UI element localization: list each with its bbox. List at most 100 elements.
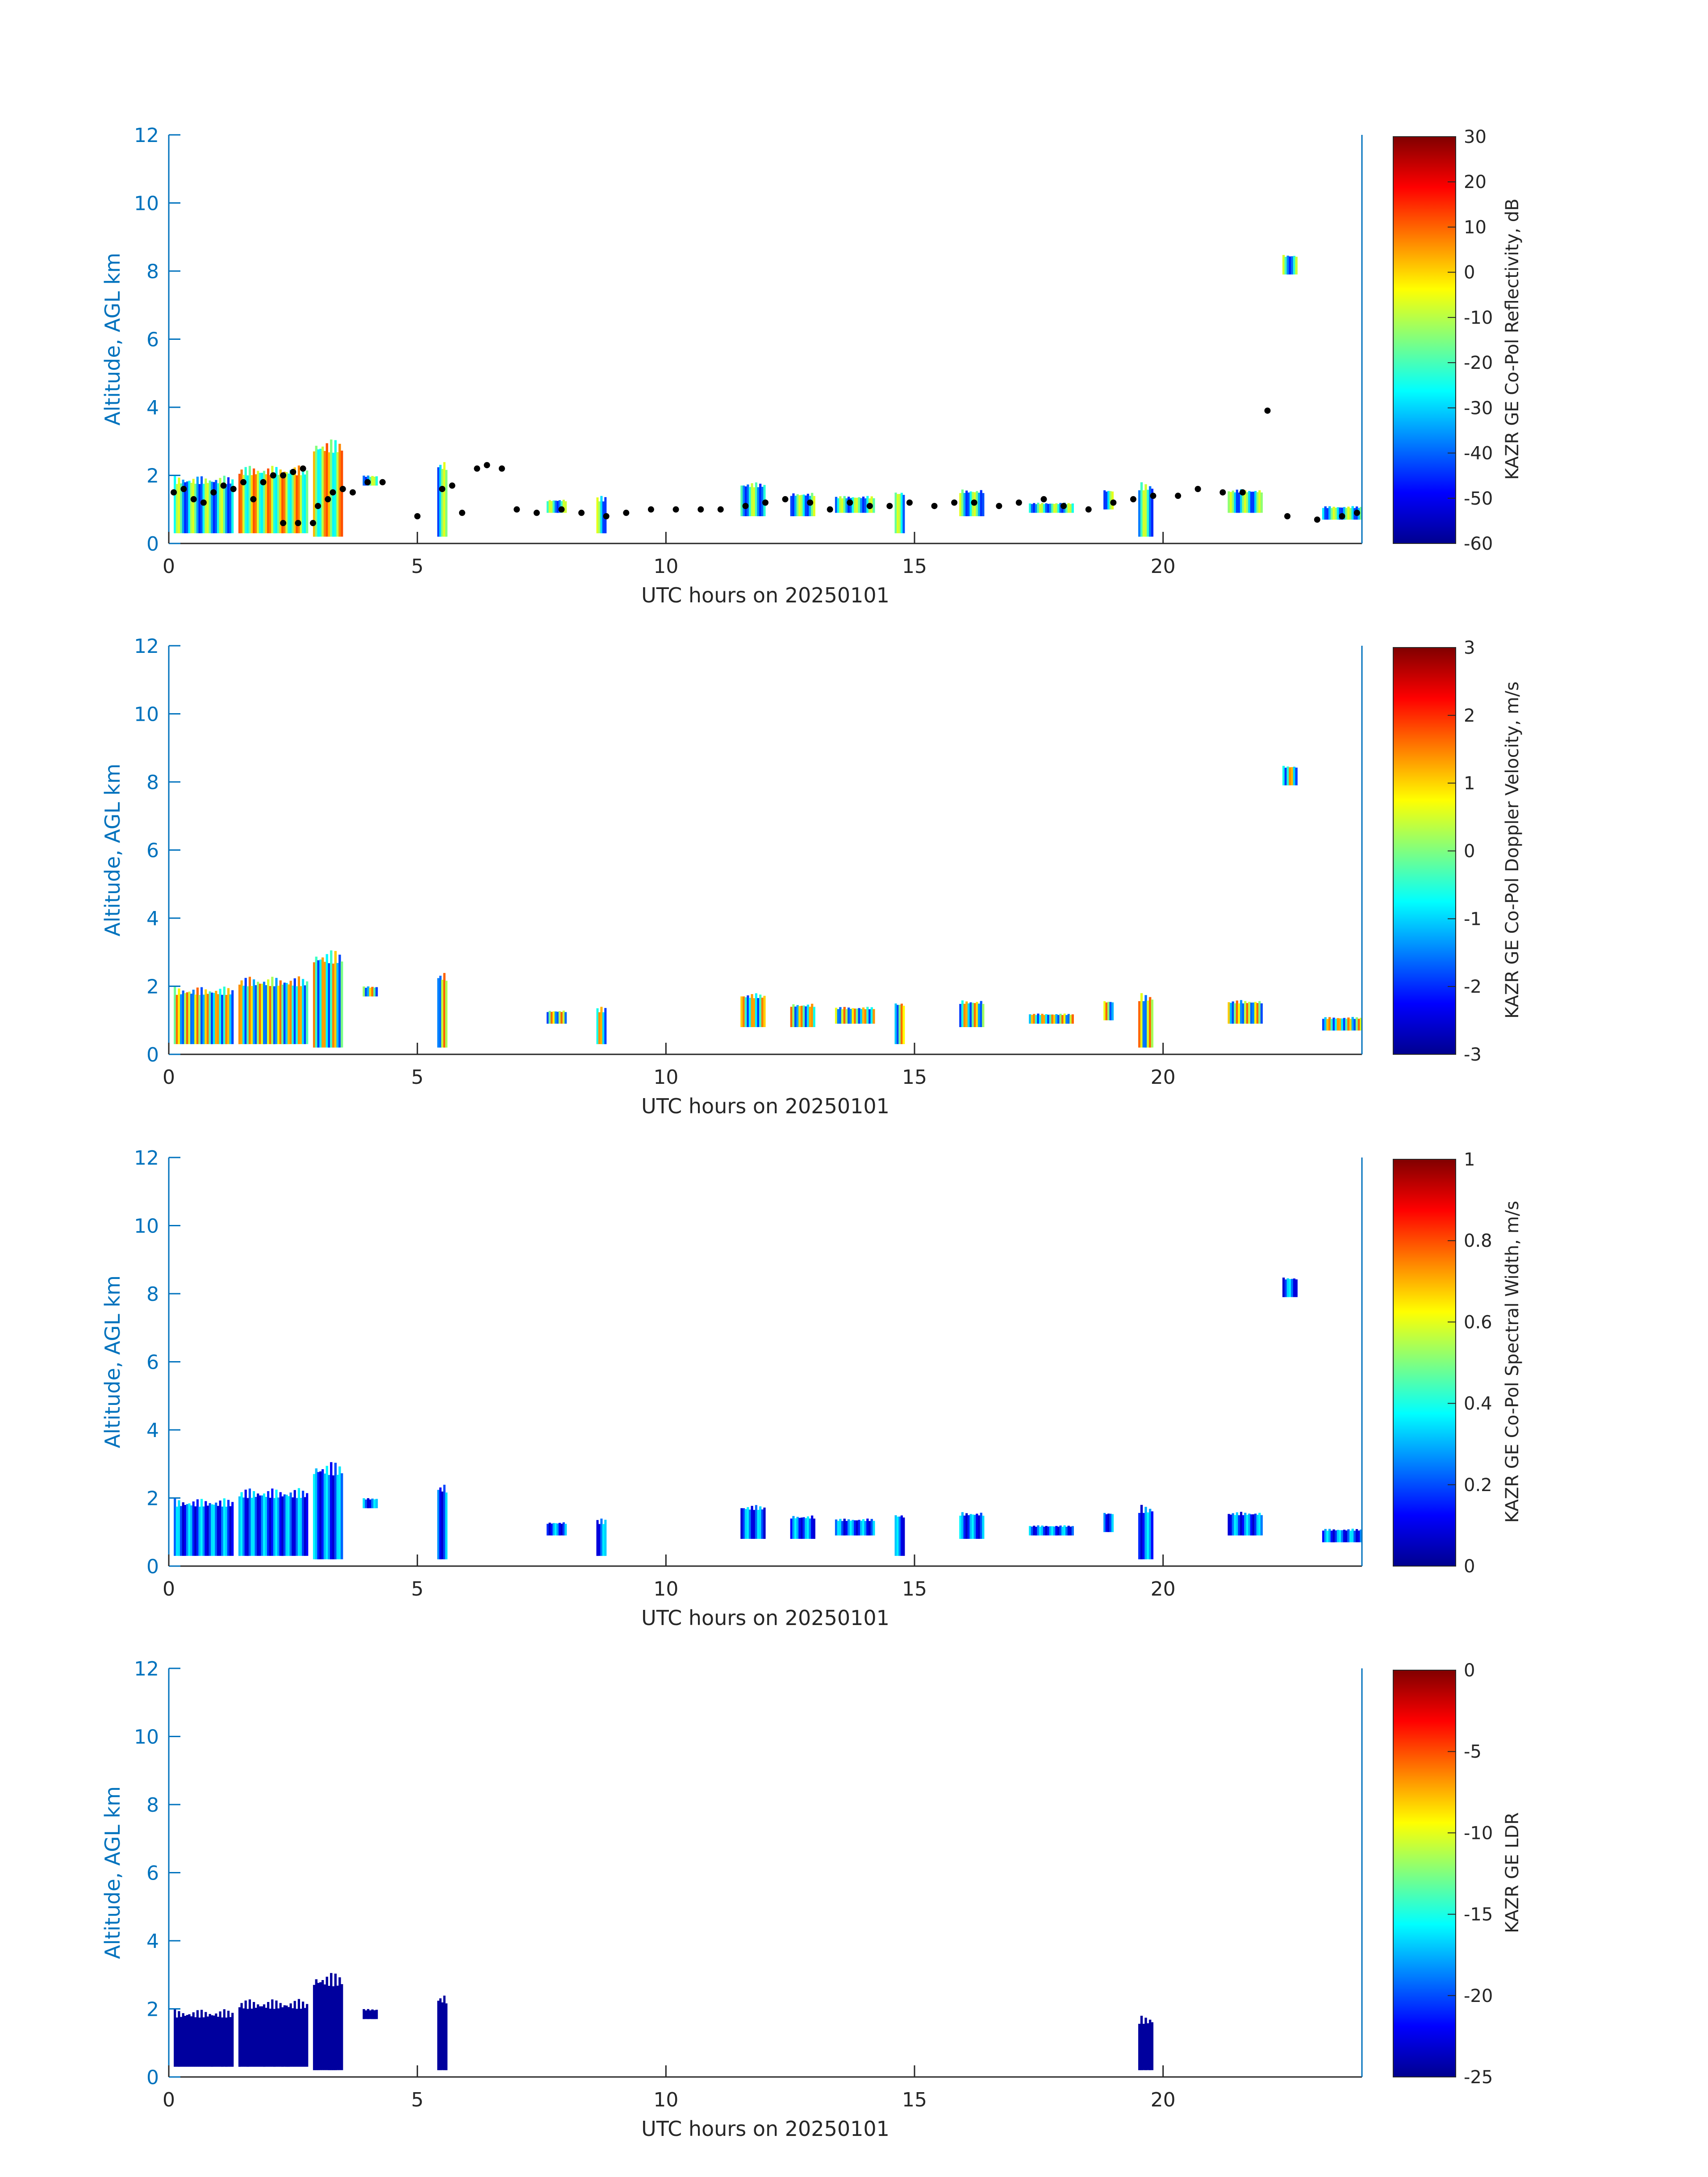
colorbar-tick-label: -3 <box>1464 1045 1482 1065</box>
echo-cell <box>1330 508 1333 520</box>
echo-cell <box>180 483 183 534</box>
echo-cell <box>564 1524 567 1536</box>
echo-cell <box>1045 1526 1048 1536</box>
echo-cell <box>302 468 305 534</box>
echo-cell <box>969 1514 972 1539</box>
cloud-base-point <box>290 468 296 475</box>
cloud-base-point <box>171 489 177 496</box>
echo-cell <box>560 1524 563 1536</box>
echo-cell <box>238 984 241 1045</box>
echo-cell <box>982 1516 985 1539</box>
echo-cell <box>174 1498 176 1556</box>
y-tick-label: 12 <box>134 635 159 658</box>
echo-cell <box>211 992 213 1045</box>
cloud-base-point <box>315 503 321 510</box>
echo-cell <box>900 1515 903 1556</box>
cloud-feature <box>437 973 448 1048</box>
echo-cell <box>336 963 339 1048</box>
echo-cell <box>304 474 306 534</box>
echo-cell <box>219 2011 221 2067</box>
echo-cell <box>1258 490 1261 513</box>
echo-cell <box>1250 1003 1253 1024</box>
echo-cell <box>1328 1017 1331 1031</box>
echo-cell <box>1029 1526 1031 1536</box>
cloud-base-point <box>951 499 958 506</box>
cloud-base-points <box>171 407 1360 526</box>
echo-cell <box>178 988 180 1045</box>
colorbar-tick-label: -1 <box>1464 909 1482 929</box>
cloud-base-point <box>866 503 873 510</box>
echo-cell <box>1240 1000 1243 1024</box>
echo-cell <box>1109 491 1112 510</box>
echo-cell <box>862 497 865 513</box>
echo-cell <box>330 1462 333 1559</box>
echo-cell <box>244 467 247 534</box>
echo-cell <box>188 1503 191 1556</box>
echo-cell <box>293 978 296 1045</box>
echo-cell <box>190 483 193 534</box>
echo-cell <box>1284 1279 1287 1297</box>
echo-cell <box>552 500 555 513</box>
cloud-base-point <box>309 520 316 526</box>
echo-cell <box>213 993 215 1045</box>
x-axis-label: UTC hours on 20250101 <box>641 2117 889 2141</box>
echo-cell <box>1250 492 1253 513</box>
echo-cell <box>215 990 217 1045</box>
echo-cell <box>322 447 324 537</box>
echo-cell <box>287 473 290 534</box>
echo-cell <box>1059 1525 1062 1536</box>
echo-cell <box>900 1003 903 1045</box>
echo-cell <box>211 1504 213 1556</box>
echo-cell <box>809 496 811 516</box>
echo-cell <box>304 2008 306 2067</box>
cloud-feature <box>1103 1001 1114 1020</box>
echo-cell <box>253 2002 255 2067</box>
cloud-base-point <box>414 513 421 519</box>
echo-cell <box>1332 1017 1335 1031</box>
echo-cell <box>371 1498 374 1508</box>
cloud-base-point <box>906 499 913 506</box>
echo-cell <box>796 1517 799 1539</box>
echo-cell <box>1041 503 1044 513</box>
echo-cell <box>297 976 300 1045</box>
echo-cell <box>174 2009 176 2067</box>
cloud-feature <box>1029 1013 1074 1024</box>
echo-cell <box>200 2010 203 2067</box>
cloud-feature <box>596 1518 607 1556</box>
echo-cell <box>265 474 267 534</box>
echo-cell <box>246 475 249 534</box>
echo-cell <box>751 994 753 1027</box>
echo-cell <box>747 1507 749 1539</box>
echo-cell <box>373 1499 376 1508</box>
echo-cell <box>257 471 259 534</box>
cloud-base-point <box>558 506 565 513</box>
echo-cell <box>800 1006 803 1027</box>
x-tick-label: 15 <box>902 1578 927 1600</box>
cloud-feature <box>547 1522 567 1536</box>
echo-cell <box>293 2001 296 2067</box>
echo-cell <box>334 1973 337 2070</box>
echo-cell <box>896 1517 899 1556</box>
echo-cell <box>1138 490 1141 537</box>
echo-cell <box>1322 1530 1325 1542</box>
cloud-feature <box>313 1462 343 1559</box>
echo-cell <box>242 1497 245 1556</box>
echo-cell <box>1360 507 1362 520</box>
echo-cell <box>1043 1015 1046 1024</box>
colorbar <box>1393 1159 1456 1567</box>
echo-cell <box>809 1007 811 1027</box>
echo-cell <box>841 1521 844 1536</box>
echo-cell <box>231 1502 234 1556</box>
echo-cell <box>858 497 860 513</box>
echo-cell <box>562 1011 565 1024</box>
cloud-base-point <box>1353 510 1360 516</box>
echo-cell <box>198 484 201 534</box>
echo-cell <box>328 1475 330 1559</box>
echo-cell <box>265 985 267 1045</box>
echo-cell <box>255 2008 257 2067</box>
cloud-feature <box>959 1000 985 1027</box>
colorbar-tick-label: 0.4 <box>1464 1394 1492 1414</box>
echo-cell <box>182 480 184 534</box>
echo-cell <box>976 1513 978 1539</box>
echo-cell <box>373 987 376 997</box>
